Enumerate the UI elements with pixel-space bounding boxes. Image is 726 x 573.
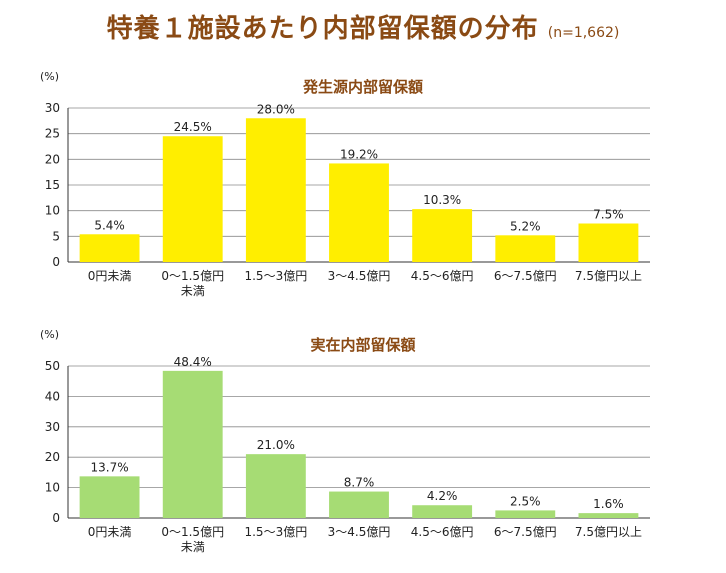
data-label: 5.2%: [510, 219, 541, 233]
bar: [412, 505, 473, 518]
data-label: 19.2%: [340, 147, 378, 161]
data-label: 10.3%: [423, 193, 461, 207]
data-label: 24.5%: [174, 120, 212, 134]
data-label: 8.7%: [344, 476, 375, 490]
bar: [245, 454, 306, 518]
bar: [329, 163, 389, 262]
y-axis-unit-label: (%): [40, 328, 59, 341]
chart-generation-source-retained-earnings: 発生源内部留保額 (%) 0 5 10 15 20 25 30 5.4% 0円未満 24.5% 0～1.…: [40, 70, 650, 298]
y-tick-label: 10: [45, 204, 60, 218]
x-tick-label: 未満: [181, 540, 205, 554]
chart-actual-retained-earnings: 実在内部留保額 (%) 0 10 20 30 40 50 13.7% 0円未満 48.4% 0～1.5…: [40, 328, 650, 554]
data-label: 7.5%: [593, 208, 624, 222]
data-label: 4.2%: [427, 489, 458, 503]
bar: [162, 136, 223, 262]
y-tick-label: 15: [45, 178, 60, 192]
y-tick-label: 30: [45, 101, 60, 115]
x-tick-label: 7.5億円以上: [575, 525, 642, 539]
x-tick-label: 1.5～3億円: [244, 525, 307, 539]
chart-main-title: 特養１施設あたり内部留保額の分布: [106, 14, 539, 44]
bar: [578, 513, 639, 518]
x-tick-label: 0～1.5億円: [161, 269, 224, 283]
data-label: 2.5%: [510, 494, 541, 508]
x-tick-label: 4.5～6億円: [411, 525, 474, 539]
x-tick-label: 未満: [181, 284, 205, 298]
y-tick-label: 0: [52, 511, 60, 525]
x-tick-label: 3～4.5億円: [328, 525, 391, 539]
bar: [578, 223, 639, 262]
chart-title: 実在内部留保額: [310, 336, 415, 354]
y-tick-label: 50: [45, 359, 60, 373]
data-label: 13.7%: [91, 460, 129, 474]
x-tick-label: 7.5億円以上: [575, 269, 642, 283]
data-label: 1.6%: [593, 497, 624, 511]
bar: [495, 235, 556, 262]
bar: [79, 476, 140, 518]
x-tick-label: 6～7.5億円: [494, 269, 557, 283]
y-tick-label: 30: [45, 420, 60, 434]
x-tick-label: 6～7.5億円: [494, 525, 557, 539]
y-tick-label: 20: [45, 152, 60, 166]
main-title: 特養１施設あたり内部留保額の分布 (n=1,662): [0, 8, 726, 45]
y-axis-unit-label: (%): [40, 70, 59, 83]
x-tick-label: 1.5～3億円: [244, 269, 307, 283]
x-tick-label: 4.5～6億円: [411, 269, 474, 283]
x-tick-label: 0円未満: [88, 525, 132, 539]
y-tick-label: 20: [45, 450, 60, 464]
x-tick-label: 3～4.5億円: [328, 269, 391, 283]
y-tick-label: 10: [45, 481, 60, 495]
bar: [495, 510, 556, 518]
x-tick-label: 0円未満: [88, 269, 132, 283]
y-tick-label: 5: [52, 229, 60, 243]
bar: [245, 118, 306, 262]
bar: [329, 491, 389, 518]
bar: [162, 370, 223, 518]
y-tick-label: 25: [45, 127, 60, 141]
bar: [412, 209, 473, 262]
data-label: 5.4%: [94, 218, 125, 232]
sample-size-note: (n=1,662): [547, 25, 620, 41]
data-label: 21.0%: [257, 438, 295, 452]
data-label: 28.0%: [257, 102, 295, 116]
data-label: 48.4%: [174, 355, 212, 369]
y-tick-label: 0: [52, 255, 60, 269]
y-tick-label: 40: [45, 389, 60, 403]
x-tick-label: 0～1.5億円: [161, 525, 224, 539]
bar: [79, 234, 140, 262]
chart-title: 発生源内部留保額: [302, 78, 423, 96]
